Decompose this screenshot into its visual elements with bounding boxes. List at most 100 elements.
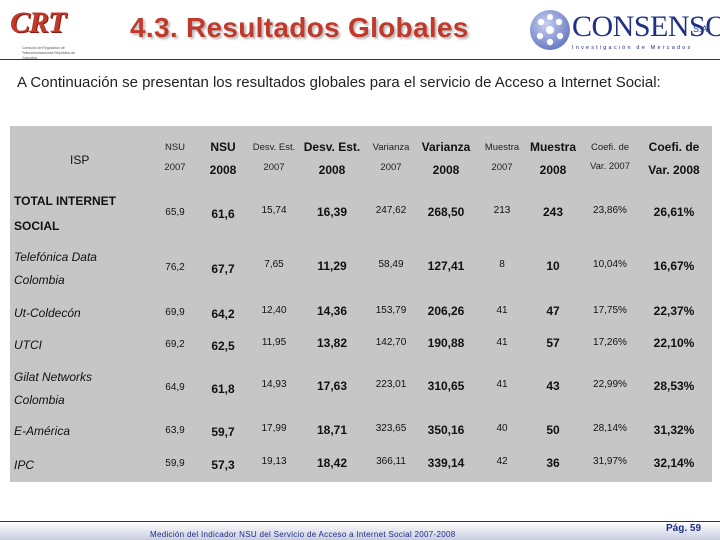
row-name: Gilat Networks [14,370,93,384]
cell-value: 31,97% [593,456,627,467]
consenso-logo: CONSENSO S.A Investigación de Mercados [528,8,720,52]
cell-value: 11,29 [317,259,347,273]
cell-value: 57 [546,336,560,350]
cell-value: 12,40 [261,305,287,316]
cell-value: 7,65 [264,259,284,270]
cell-value: 64,9 [165,382,185,393]
cell-value: 268,50 [427,205,465,219]
cell-value: 18,42 [316,456,348,470]
row-name: Telefónica Data [14,250,97,264]
cell-value: 22,99% [593,379,627,390]
cell-value: 50 [546,423,560,437]
col-header-muestra-2007: Muestra [484,142,520,153]
cell-value: 41 [496,379,508,390]
cell-value: 28,53% [653,379,695,393]
consenso-logo-text: CONSENSO [572,10,720,43]
col-header-var-2007-year: 2007 [380,162,402,173]
cell-value: 15,74 [261,205,287,216]
cell-value: 153,79 [375,305,407,316]
cell-value: 223,01 [375,379,407,390]
cell-value: 59,7 [211,425,235,439]
cell-value: 339,14 [427,456,465,470]
header-divider [0,59,720,60]
row-name: Ut-Coldecón [14,306,81,320]
cell-value: 26,61% [653,205,695,219]
consenso-logo-suffix: S.A [693,24,708,34]
col-header-coef-2008: Coefi. de [648,140,700,154]
col-header-desv-2007: Desv. Est. [252,142,296,153]
cell-value: 17,99 [261,423,287,434]
cell-value: 16,39 [316,205,348,219]
cell-value: 14,93 [261,379,287,390]
row-name: E-América [14,424,71,438]
footer-bar [0,522,720,540]
globe-icon [530,10,570,50]
cell-value: 40 [496,423,508,434]
crt-logo-subtitle: Comisión de Regulación de Telecomunicaci… [22,46,75,60]
page-number: Pág. 59 [666,523,702,534]
cell-value: 43 [546,379,560,393]
row-name-line2: SOCIAL [14,219,60,233]
cell-value: 22,37% [653,304,695,318]
cell-value: 76,2 [165,262,185,273]
col-header-muestra-2007-year: 2007 [491,162,513,173]
isp-header: ISP [70,153,90,167]
cell-value: 47 [546,304,560,318]
cell-value: 64,2 [211,307,235,321]
row-name-line2: Colombia [14,273,65,287]
col-header-coef-2007-year: Var. 2007 [590,161,630,172]
cell-value: 69,2 [165,339,185,350]
footer-divider [0,521,720,522]
cell-value: 10,04% [593,259,627,270]
cell-value: 13,82 [316,336,348,350]
cell-value: 10 [546,259,560,273]
col-header-desv-2008: Desv. Est. [303,140,361,154]
cell-value: 127,41 [427,259,465,273]
cell-value: 59,9 [165,458,185,469]
cell-value: 17,63 [316,379,348,393]
cell-value: 61,6 [211,207,235,221]
cell-value: 67,7 [211,262,235,276]
cell-value: 310,65 [427,379,465,393]
cell-value: 16,67% [653,259,695,273]
col-header-desv-2007-year: 2007 [263,162,285,173]
crt-logo: CRT Comisión de Regulación de Telecomuni… [10,6,80,66]
cell-value: 8 [499,259,505,270]
cell-value: 22,10% [653,336,695,350]
col-header-var-2007: Varianza [372,142,410,153]
cell-value: 31,32% [653,423,695,437]
cell-value: 243 [542,205,564,219]
row-name: UTCI [14,338,42,352]
cell-value: 206,26 [427,304,465,318]
row-name: TOTAL INTERNET [14,194,116,208]
intro-paragraph: A Continuación se presentan los resultad… [17,74,661,91]
cell-value: 350,16 [427,423,465,437]
cell-value: 19,13 [261,456,287,467]
cell-value: 366,11 [376,456,406,467]
row-name: IPC [14,458,35,472]
crt-logo-text: CRT [10,6,66,39]
cell-value: 32,14% [653,456,695,470]
cell-value: 11,95 [261,337,287,348]
cell-value: 323,65 [375,423,407,434]
cell-value: 63,9 [165,425,185,436]
cell-value: 65,9 [165,207,185,218]
cell-value: 213 [493,205,511,216]
col-header-muestra-2008-year: 2008 [539,163,567,177]
cell-value: 23,86% [593,205,627,216]
cell-value: 247,62 [375,205,407,216]
cell-value: 42 [496,456,508,467]
col-header-var-2008-year: 2008 [432,163,460,177]
cell-value: 190,88 [427,336,465,350]
col-header-coef-2008-year: Var. 2008 [648,163,700,177]
footer-caption: Medición del Indicador NSU del Servicio … [150,530,456,539]
col-header-var-2008: Varianza [421,140,471,154]
cell-value: 69,9 [165,307,185,318]
cell-value: 17,26% [593,337,627,348]
cell-value: 142,70 [375,337,407,348]
col-header-desv-2008-year: 2008 [318,163,346,177]
cell-value: 36 [546,456,560,470]
cell-value: 17,75% [593,305,627,316]
col-header-muestra-2008: Muestra [529,140,576,154]
cell-value: 18,71 [316,423,348,437]
